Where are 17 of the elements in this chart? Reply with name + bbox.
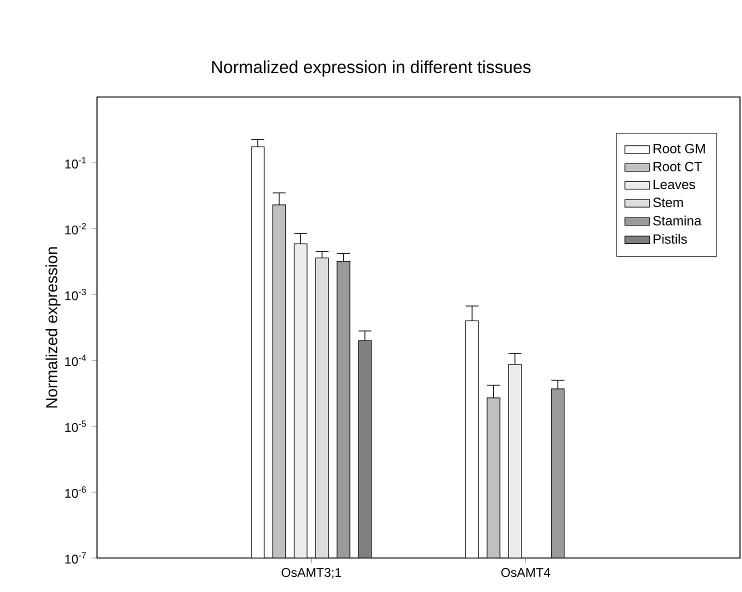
y-axis-title: Normalized expression — [46, 247, 61, 408]
y-tick-label: 10$^{-5}$ — [65, 420, 86, 432]
legend-label: Stem — [653, 198, 683, 208]
y-tick-label: 10$^{-1}$ — [65, 157, 86, 169]
legend-label: Pistils — [654, 234, 687, 244]
legend-label: Root CT — [654, 162, 702, 172]
y-tick-label: 10$^{-4}$ — [65, 354, 86, 366]
y-tick-label: 10$^{-7}$ — [65, 552, 86, 564]
legend-label: Leaves — [654, 180, 696, 190]
x-tick-label: OsAMT4 — [501, 568, 550, 578]
legend-label: Root GM — [654, 144, 705, 154]
y-tick-label: 10$^{-6}$ — [65, 486, 86, 498]
y-tick-label: 10$^{-2}$ — [65, 223, 86, 234]
legend-label: Stamina — [653, 216, 702, 226]
x-tick-label: OsAMT3;1 — [282, 568, 341, 579]
y-tick-label: 10$^{-3}$ — [65, 288, 86, 300]
chart-title: Normalized expression in different tissues — [212, 60, 531, 77]
